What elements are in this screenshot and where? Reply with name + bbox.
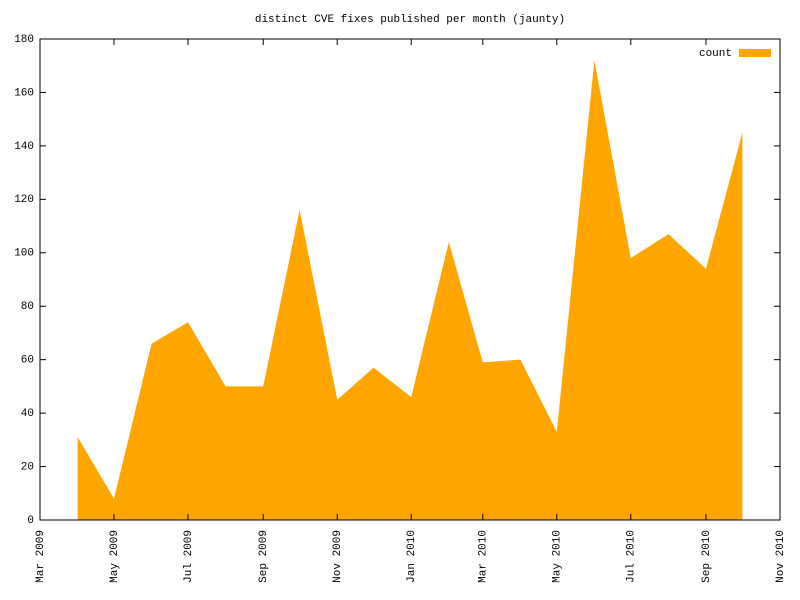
x-tick-label: Sep 2009 (258, 530, 270, 583)
x-tick-label: Nov 2010 (775, 530, 787, 583)
y-tick-label: 80 (21, 301, 34, 313)
x-tick-label: May 2010 (552, 530, 564, 583)
x-tick-label: Mar 2009 (35, 530, 47, 583)
y-tick-label: 40 (21, 408, 34, 420)
y-tick-label: 140 (14, 141, 34, 153)
legend-swatch (739, 49, 771, 57)
y-tick-label: 100 (14, 248, 34, 260)
x-tick-label: Jul 2010 (626, 530, 638, 583)
y-tick-label: 120 (14, 194, 34, 206)
x-tick-label: Mar 2010 (478, 530, 490, 583)
y-tick-label: 60 (21, 355, 34, 367)
chart-title: distinct CVE fixes published per month (… (255, 14, 565, 26)
x-tick-label: Sep 2010 (701, 530, 713, 583)
y-tick-label: 160 (14, 87, 34, 99)
area (77, 60, 743, 520)
plot-frame (39, 38, 781, 521)
y-tick-label: 20 (21, 461, 34, 473)
x-tick-label: Jan 2010 (406, 530, 418, 583)
x-tick-label: Nov 2009 (332, 530, 344, 583)
x-tick-label: May 2009 (109, 530, 121, 583)
y-tick-label: 180 (14, 34, 34, 46)
y-tick-label: 0 (27, 515, 34, 527)
x-tick-label: Jul 2009 (183, 530, 195, 583)
legend-label: count (699, 48, 732, 60)
